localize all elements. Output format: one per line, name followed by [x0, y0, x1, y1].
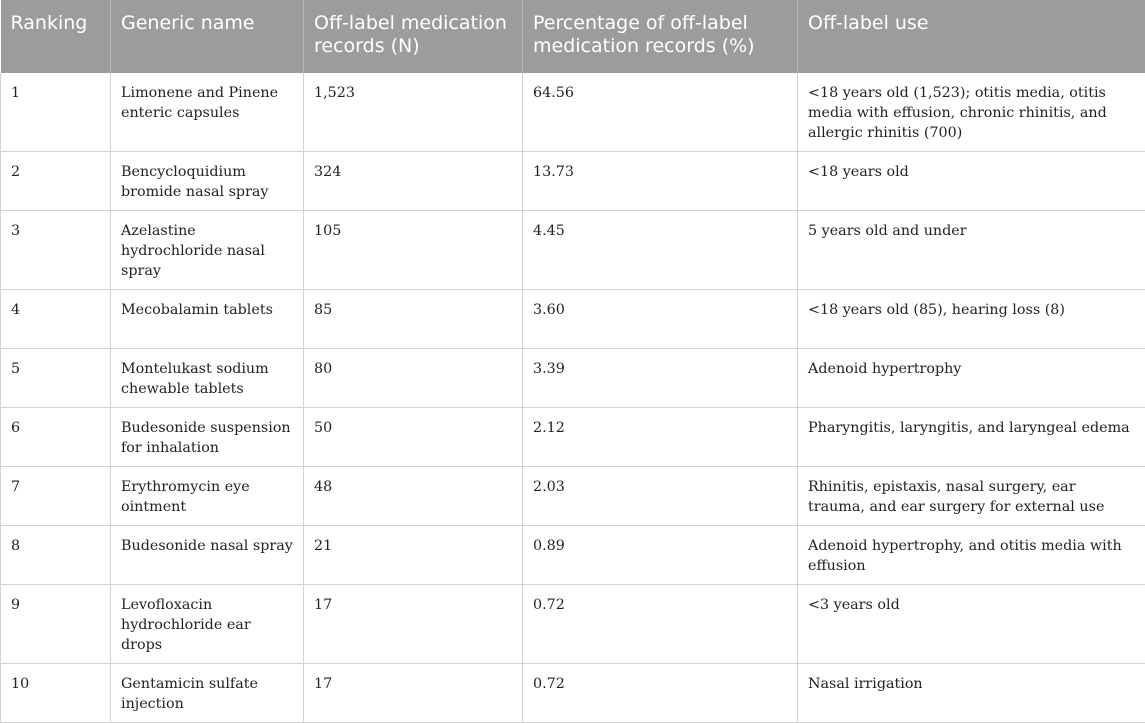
cell-percentage: 64.56 [523, 73, 798, 152]
cell-percentage: 2.03 [523, 467, 798, 526]
table-row: 4 Mecobalamin tablets 85 3.60 <18 years … [1, 290, 1145, 349]
table-row: 5 Montelukast sodium chewable tablets 80… [1, 349, 1145, 408]
cell-off-label-use: Pharyngitis, laryngitis, and laryngeal e… [798, 408, 1145, 467]
cell-off-label-use: Rhinitis, epistaxis, nasal surgery, ear … [798, 467, 1145, 526]
cell-generic-name: Budesonide nasal spray [111, 526, 304, 585]
cell-ranking: 4 [1, 290, 111, 349]
cell-ranking: 9 [1, 585, 111, 664]
header-off-label-use: Off-label use [798, 0, 1145, 73]
cell-ranking: 7 [1, 467, 111, 526]
cell-ranking: 5 [1, 349, 111, 408]
cell-generic-name: Erythromycin eye ointment [111, 467, 304, 526]
cell-off-label-use: <18 years old (1,523); otitis media, oti… [798, 73, 1145, 152]
cell-generic-name: Bencycloquidium bromide nasal spray [111, 152, 304, 211]
cell-off-label-use: <18 years old [798, 152, 1145, 211]
cell-ranking: 6 [1, 408, 111, 467]
cell-percentage: 13.73 [523, 152, 798, 211]
cell-off-label-use: <3 years old [798, 585, 1145, 664]
cell-records: 50 [304, 408, 523, 467]
cell-records: 105 [304, 211, 523, 290]
table-body: 1 Limonene and Pinene enteric capsules 1… [1, 73, 1145, 723]
table-row: 9 Levofloxacin hydrochloride ear drops 1… [1, 585, 1145, 664]
table-row: 3 Azelastine hydrochloride nasal spray 1… [1, 211, 1145, 290]
table-row: 7 Erythromycin eye ointment 48 2.03 Rhin… [1, 467, 1145, 526]
cell-records: 324 [304, 152, 523, 211]
cell-off-label-use: Adenoid hypertrophy [798, 349, 1145, 408]
cell-off-label-use: 5 years old and under [798, 211, 1145, 290]
cell-generic-name: Budesonide suspension for inhalation [111, 408, 304, 467]
cell-generic-name: Levofloxacin hydrochloride ear drops [111, 585, 304, 664]
header-generic-name: Generic name [111, 0, 304, 73]
cell-records: 80 [304, 349, 523, 408]
cell-percentage: 0.89 [523, 526, 798, 585]
table-row: 1 Limonene and Pinene enteric capsules 1… [1, 73, 1145, 152]
table-row: 6 Budesonide suspension for inhalation 5… [1, 408, 1145, 467]
cell-generic-name: Mecobalamin tablets [111, 290, 304, 349]
cell-records: 17 [304, 585, 523, 664]
cell-off-label-use: Nasal irrigation [798, 664, 1145, 723]
header-percentage: Percentage of off-label medication recor… [523, 0, 798, 73]
header-row: Ranking Generic name Off-label medicatio… [1, 0, 1145, 73]
header-ranking: Ranking [1, 0, 111, 73]
cell-ranking: 1 [1, 73, 111, 152]
cell-percentage: 3.60 [523, 290, 798, 349]
cell-ranking: 3 [1, 211, 111, 290]
cell-ranking: 2 [1, 152, 111, 211]
cell-generic-name: Gentamicin sulfate injection [111, 664, 304, 723]
cell-percentage: 4.45 [523, 211, 798, 290]
cell-generic-name: Limonene and Pinene enteric capsules [111, 73, 304, 152]
cell-ranking: 8 [1, 526, 111, 585]
cell-percentage: 2.12 [523, 408, 798, 467]
cell-off-label-use: Adenoid hypertrophy, and otitis media wi… [798, 526, 1145, 585]
table-row: 10 Gentamicin sulfate injection 17 0.72 … [1, 664, 1145, 723]
header-records-n: Off-label medication records (N) [304, 0, 523, 73]
cell-percentage: 0.72 [523, 585, 798, 664]
cell-records: 21 [304, 526, 523, 585]
cell-off-label-use: <18 years old (85), hearing loss (8) [798, 290, 1145, 349]
cell-percentage: 3.39 [523, 349, 798, 408]
cell-records: 1,523 [304, 73, 523, 152]
cell-generic-name: Azelastine hydrochloride nasal spray [111, 211, 304, 290]
cell-generic-name: Montelukast sodium chewable tablets [111, 349, 304, 408]
cell-records: 85 [304, 290, 523, 349]
table-row: 8 Budesonide nasal spray 21 0.89 Adenoid… [1, 526, 1145, 585]
cell-ranking: 10 [1, 664, 111, 723]
cell-records: 48 [304, 467, 523, 526]
table-header: Ranking Generic name Off-label medicatio… [1, 0, 1145, 73]
table-row: 2 Bencycloquidium bromide nasal spray 32… [1, 152, 1145, 211]
cell-percentage: 0.72 [523, 664, 798, 723]
cell-records: 17 [304, 664, 523, 723]
